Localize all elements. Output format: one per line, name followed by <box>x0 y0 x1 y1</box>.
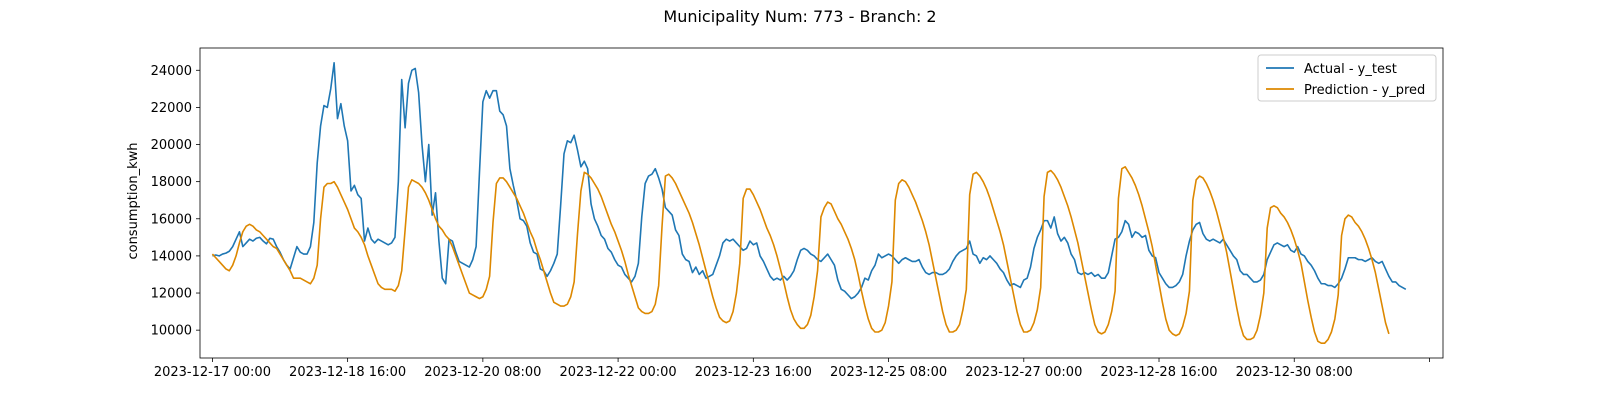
x-tick-label: 2023-12-30 08:00 <box>1236 365 1353 380</box>
legend: Actual - y_test Prediction - y_pred <box>1257 54 1437 102</box>
x-tick-label: 2023-12-28 16:00 <box>1100 365 1217 380</box>
x-tick-label: 2023-12-17 00:00 <box>154 365 271 380</box>
y-tick-label: 24000 <box>151 64 192 79</box>
y-tick-label: 14000 <box>151 249 192 264</box>
chart-title: Municipality Num: 773 - Branch: 2 <box>663 7 936 26</box>
y-tick-label: 10000 <box>151 324 192 339</box>
series-line-2 <box>211 166 1390 344</box>
y-axis-title: consumption_kwh <box>126 142 141 259</box>
series-line-1 <box>212 62 1407 300</box>
x-tick-label: 2023-12-27 00:00 <box>965 365 1082 380</box>
y-tick-label: 12000 <box>151 287 192 302</box>
legend-label-2: Prediction - y_pred <box>1304 83 1425 98</box>
y-tick-label: 18000 <box>151 175 192 190</box>
y-tick-label: 16000 <box>151 212 192 227</box>
x-tick-label: 2023-12-25 08:00 <box>830 365 947 380</box>
y-tick-label: 22000 <box>151 101 192 116</box>
plot-frame <box>199 47 1444 359</box>
y-tick-label: 20000 <box>151 138 192 153</box>
plot-area: 10000 12000 14000 16000 18000 20000 22000 24000… <box>151 47 1444 380</box>
x-tick-label: 2023-12-18 16:00 <box>289 365 406 380</box>
x-tick-label: 2023-12-22 00:00 <box>560 365 677 380</box>
x-tick-label: 2023-12-23 16:00 <box>695 365 812 380</box>
legend-label-1: Actual - y_test <box>1304 62 1397 77</box>
legend-box <box>1257 54 1437 102</box>
x-tick-label: 2023-12-20 08:00 <box>424 365 541 380</box>
